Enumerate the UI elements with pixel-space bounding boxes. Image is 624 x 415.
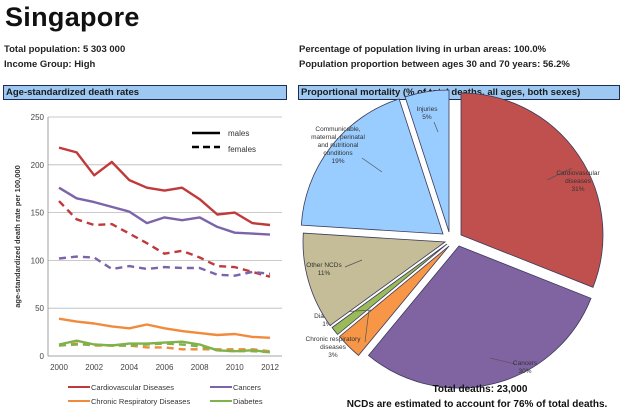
pie-leader-line: [344, 259, 363, 268]
series-line: [58, 317, 271, 339]
pie-label: Diabetes: [314, 313, 340, 320]
x-tick-label: 2006: [156, 363, 174, 372]
x-tick-label: 2012: [261, 363, 279, 372]
legend-males-label: males: [228, 129, 249, 138]
y-axis-label: age-standardized death rate per 100,000: [13, 165, 22, 308]
legend-label: Cardiovascular Diseases: [91, 383, 174, 392]
pie-label: Chronic respiratory: [306, 336, 362, 343]
pie-label: 11%: [318, 270, 331, 277]
urban-percentage: Percentage of population living in urban…: [299, 44, 547, 55]
y-tick-label: 250: [31, 113, 45, 122]
y-tick-label: 150: [31, 209, 45, 218]
legend-females-label: females: [228, 145, 256, 154]
series-line: [58, 200, 271, 278]
pie-leader-line: [364, 309, 370, 343]
x-tick-label: 2010: [226, 363, 244, 372]
pie-leader-line: [489, 357, 516, 365]
pie-label: Cardiovascular: [556, 170, 600, 177]
series-line: [58, 146, 271, 227]
pie-label: 5%: [422, 114, 432, 121]
pie-leader-line: [546, 167, 573, 181]
death-rates-section-title: Age-standardized death rates: [3, 85, 287, 100]
proportional-mortality-section-title: Proportional mortality (% of total death…: [298, 85, 620, 100]
y-tick-label: 200: [31, 161, 45, 170]
pie-label: diseases: [320, 344, 346, 351]
series-line: [58, 339, 271, 354]
series-line: [58, 186, 271, 236]
pie-label: 19%: [331, 158, 344, 165]
pie-slice: [460, 92, 604, 288]
legend-label: Diabetes: [233, 397, 263, 406]
y-tick-label: 0: [40, 352, 45, 361]
x-tick-label: 2000: [50, 363, 68, 372]
pie-slice: [302, 232, 447, 327]
pie-label: Communicable,: [315, 126, 360, 133]
pie-label: 1%: [322, 321, 332, 328]
population-proportion: Population proportion between ages 30 an…: [299, 59, 570, 70]
pie-label: conditions: [323, 150, 353, 157]
pie-slice: [339, 245, 450, 356]
line-chart: 0 50 100 150 200 250 2000 2002 2004 2006 2008 2010 2…: [13, 113, 282, 406]
pie-label: Other NCDs: [306, 262, 342, 269]
pie-leader-line: [361, 157, 383, 173]
x-tick-label: 2002: [85, 363, 103, 372]
pie-label: Injuries: [417, 106, 439, 113]
pie-slice: [367, 245, 592, 389]
pie-label: diseases: [565, 178, 591, 185]
total-population: Total population: 5 303 000: [4, 44, 126, 55]
series-line: [58, 255, 271, 277]
pie-label: and nutritional: [318, 142, 359, 149]
pie-label: Cancers: [513, 360, 538, 367]
pie-slice: [404, 89, 450, 233]
legend-label: Cancers: [233, 383, 261, 392]
pie-leader-line: [339, 309, 373, 313]
pie-label: 31%: [571, 186, 584, 193]
country-title: Singapore: [5, 2, 140, 32]
ncd-note: NCDs are estimated to account for 76% of…: [346, 399, 608, 410]
total-deaths: Total deaths: 23,000: [432, 384, 528, 395]
y-tick-label: 50: [35, 304, 44, 313]
pie-slice: [331, 243, 448, 336]
pie-label: 3%: [328, 352, 338, 359]
pie-label: 30%: [518, 368, 531, 375]
pie-leader-line: [433, 121, 439, 133]
legend-label: Chronic Respiratory Diseases: [91, 397, 190, 406]
income-group: Income Group: High: [4, 59, 96, 70]
y-tick-label: 100: [31, 256, 45, 265]
x-tick-label: 2004: [120, 363, 138, 372]
pie-label: maternal, perinatal: [311, 134, 365, 141]
left-info: Total population: 5 303 000 Income Group…: [4, 42, 125, 72]
x-tick-label: 2008: [191, 363, 209, 372]
pie-slice: [300, 98, 444, 235]
right-info: Percentage of population living in urban…: [299, 42, 570, 72]
